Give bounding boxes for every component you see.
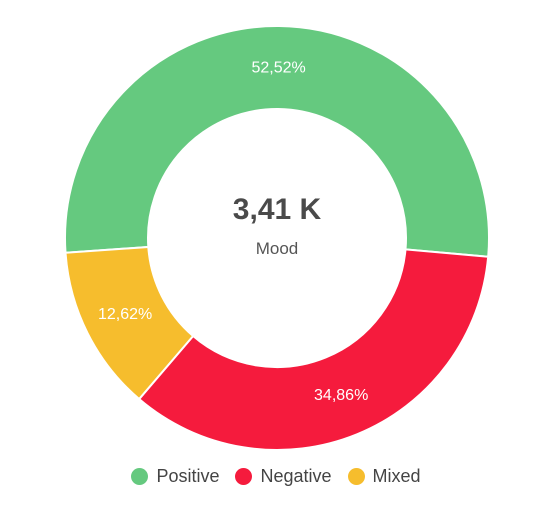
- donut-slices: [64, 25, 490, 451]
- legend-swatch-negative: [235, 467, 253, 485]
- donut-slice-mixed[interactable]: [64, 245, 195, 401]
- legend-item-positive[interactable]: Positive: [131, 466, 219, 487]
- donut-slice-negative[interactable]: [137, 248, 490, 451]
- legend-swatch-positive: [131, 467, 149, 485]
- donut-slice-labels: 52,52% 34,86% 12,62%: [98, 60, 368, 404]
- legend-label-mixed: Mixed: [372, 465, 421, 486]
- legend: Positive Negative Mixed: [0, 462, 552, 490]
- donut-slice-positive[interactable]: [64, 25, 490, 258]
- center-label: Mood: [256, 239, 299, 258]
- legend-label-positive: Positive: [156, 465, 220, 486]
- slice-label-mixed: 12,62%: [98, 306, 152, 323]
- center-total: 3,41 K: [233, 193, 322, 226]
- legend-item-mixed[interactable]: Mixed: [347, 465, 421, 487]
- legend-item-negative[interactable]: Negative: [235, 465, 332, 487]
- legend-swatch-mixed: [347, 467, 365, 485]
- slice-label-positive: 52,52%: [251, 60, 305, 77]
- legend-label-negative: Negative: [260, 465, 332, 486]
- slice-label-negative: 34,86%: [314, 387, 368, 404]
